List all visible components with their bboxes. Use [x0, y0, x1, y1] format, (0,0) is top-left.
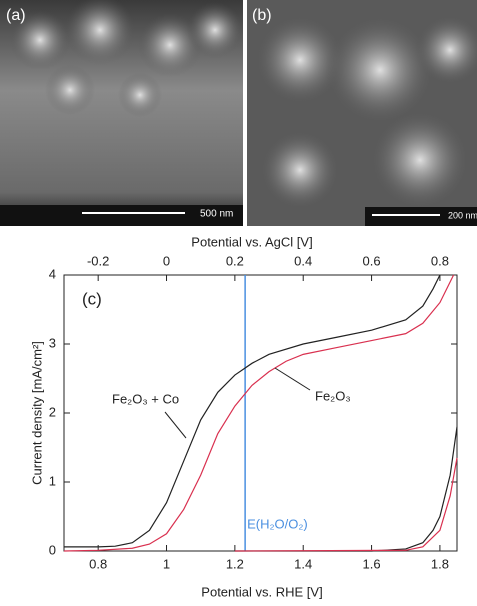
x2-tick-label: -0.2 — [87, 253, 109, 268]
plot-frame — [64, 275, 457, 551]
y-tick-label: 4 — [49, 266, 56, 281]
scale-bar-label: 200 nm — [448, 210, 477, 220]
x-tick-label: 1.8 — [431, 556, 449, 571]
sem-image-b: (b) 200 nm — [247, 0, 477, 226]
series-line — [235, 427, 457, 551]
leader — [275, 368, 310, 390]
x-axis-label: Potential vs. RHE [V] — [201, 584, 322, 599]
y-tick-label: 2 — [49, 404, 56, 419]
y-axis-label: Current density [mA/cm²] — [29, 341, 44, 485]
sem-image-a: (a) 500 nm — [0, 0, 243, 226]
x2-tick-label: 0.4 — [294, 253, 312, 268]
x2-tick-label: 0 — [163, 253, 170, 268]
panel-label: (a) — [6, 7, 26, 24]
figure: (a) 500 nm (b) 200 nm Potential vs. AgCl… — [0, 0, 477, 601]
reference-label: E(H₂O/O₂) — [247, 516, 308, 531]
annotation: Fe₂O₃ — [315, 388, 351, 403]
x-tick-label: 1.6 — [363, 556, 381, 571]
x2-tick-label: 0.2 — [226, 253, 244, 268]
x2-axis-label: Potential vs. AgCl [V] — [191, 234, 312, 249]
x-tick-label: 1.4 — [294, 556, 312, 571]
annotation: Fe₂O₃ + Co — [112, 391, 179, 406]
y-tick-label: 1 — [49, 473, 56, 488]
y-tick-label: 0 — [49, 542, 56, 557]
scale-bar-label: 500 nm — [200, 209, 233, 220]
series-line — [64, 275, 440, 547]
x-tick-label: 1 — [163, 556, 170, 571]
page: (a) 500 nm (b) 200 nm Potential vs. AgCl… — [0, 0, 477, 601]
panel-label: (c) — [82, 289, 102, 308]
x2-tick-label: 0.8 — [431, 253, 449, 268]
series-line — [64, 275, 454, 551]
series-line — [235, 458, 457, 551]
y-tick-label: 3 — [49, 335, 56, 350]
x2-tick-label: 0.6 — [363, 253, 381, 268]
x-tick-label: 0.8 — [89, 556, 107, 571]
leader — [165, 412, 186, 438]
x-tick-label: 1.2 — [226, 556, 244, 571]
panel-label: (b) — [252, 7, 272, 24]
